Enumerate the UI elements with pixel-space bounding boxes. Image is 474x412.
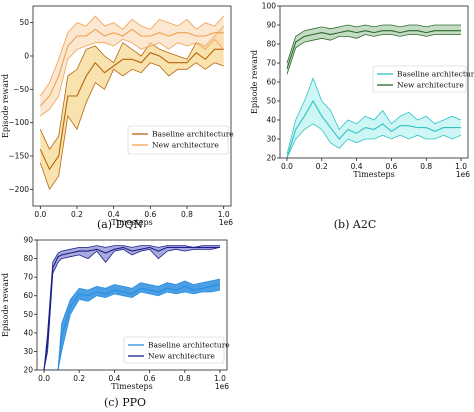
ppo-ytick-label: 80: [23, 254, 33, 263]
ppo-series-new-lower-line: [43, 247, 221, 370]
ppo-axes-frame: [36, 239, 228, 371]
ppo-legend: Baseline architecture New architecture: [123, 336, 230, 364]
dqn-legend: Baseline architecture New architecture: [127, 125, 234, 155]
ppo-y-axis-label: Episode reward: [1, 273, 10, 337]
ppo-ytick-label: 90: [23, 236, 33, 245]
dqn-xtick-label: 1.0: [218, 210, 230, 219]
dqn-plot-area: [39, 15, 224, 191]
dqn-xtick-label: 0.2: [71, 210, 83, 219]
dqn-ytick-label: −150: [8, 152, 29, 161]
dqn-xtick-label: 0.4: [108, 210, 120, 219]
a2c-ytick-label: 60: [266, 78, 276, 87]
dqn-ytick-label: −200: [8, 185, 29, 194]
a2c-series-baseline-lower-line: [286, 123, 462, 158]
a2c-ytick-label: 70: [266, 59, 276, 68]
ppo-ytick-label: 60: [23, 291, 33, 300]
dqn-xtick-label: 0.8: [181, 210, 193, 219]
dqn-x-multiplier: 1e6: [219, 218, 233, 227]
a2c-x-axis-label: Timesteps: [353, 170, 395, 179]
a2c-series-new-mean-line: [286, 30, 461, 69]
ppo-series-new-mean-line: [43, 246, 220, 370]
a2c-panel: 0.0 0.2 0.4 0.6 0.8 1.0 20 30 40 50 60 70 80 90 100 1e6…: [250, 2, 474, 232]
dqn-series-new-mean-line: [39, 28, 224, 107]
dqn-series-baseline-mean-line: [39, 48, 224, 171]
dqn-y-axis-label: Episode reward: [1, 74, 10, 138]
a2c-series-baseline-band: [287, 78, 461, 158]
a2c-xtick-label: 0.8: [420, 162, 432, 171]
ppo-xtick-label: 0.2: [73, 374, 85, 383]
a2c-ytick-label: 40: [266, 116, 276, 125]
a2c-xtick-label: 0.6: [385, 162, 397, 171]
a2c-xtick-label: 0.4: [351, 162, 363, 171]
a2c-series-baseline-upper-line: [286, 77, 462, 155]
ppo-caption: (c) PPO: [104, 396, 146, 409]
a2c-ytick-label: 80: [266, 40, 276, 49]
a2c-ytick-label: 50: [266, 97, 276, 106]
dqn-x-axis-label: Timesteps: [111, 218, 153, 227]
a2c-legend-label: Baseline architecture: [397, 70, 474, 79]
ppo-legend-label: Baseline architecture: [148, 341, 230, 350]
a2c-legend-label: New architecture: [397, 81, 464, 90]
dqn-caption: (a) DQN: [97, 218, 143, 231]
ppo-legend-box: [123, 336, 225, 364]
a2c-ytick-label: 30: [266, 135, 276, 144]
a2c-series-new-band: [287, 25, 461, 75]
ppo-xtick-label: 0.8: [179, 374, 191, 383]
ppo-xtick-label: 0.0: [38, 374, 50, 383]
dqn-xtick-label: 0.0: [34, 210, 46, 219]
ppo-xtick-label: 0.6: [144, 374, 156, 383]
dqn-legend-label: New architecture: [152, 141, 219, 150]
a2c-caption: (b) A2C: [334, 218, 376, 231]
a2c-series-new-lower-line: [286, 34, 461, 75]
ppo-series-baseline-lower-line: [44, 289, 221, 370]
dqn-panel: 0.0 0.2 0.4 0.6 0.8 1.0 −200 −150 −100 −50 0 50 1e6 T…: [1, 5, 234, 231]
ppo-legend-label: New architecture: [148, 352, 215, 361]
dqn-series-new-upper-line: [39, 15, 224, 97]
ppo-ytick-label: 70: [23, 273, 33, 282]
ppo-panel: 0.0 0.2 0.4 0.6 0.8 1.0 20 30 40 50 60 70 80 90 1e6 Tim…: [1, 236, 230, 410]
a2c-series-baseline-mean-line: [286, 99, 461, 158]
a2c-xtick-label: 1.0: [455, 162, 467, 171]
dqn-series-new-band: [40, 16, 224, 116]
dqn-series-baseline-lower-line: [39, 62, 224, 191]
a2c-xtick-label: 0.2: [316, 162, 328, 171]
a2c-y-axis-label: Episode reward: [250, 50, 259, 114]
dqn-ytick-label: 50: [19, 18, 29, 27]
a2c-x-multiplier: 1e6: [456, 170, 470, 179]
ppo-series-new-upper-line: [43, 245, 220, 370]
a2c-legend: Baseline architecture New architecture: [372, 65, 474, 93]
dqn-axes-frame: [32, 5, 232, 207]
a2c-plot-area: [286, 24, 462, 158]
dqn-series-baseline-upper-line: [39, 25, 224, 151]
dqn-ytick-label: −50: [13, 85, 29, 94]
dqn-legend-box: [127, 125, 229, 155]
ppo-x-axis-label: Timesteps: [111, 382, 153, 391]
ppo-plot-area: [43, 245, 221, 370]
a2c-ytick-label: 100: [262, 2, 277, 11]
dqn-series-new-lower-line: [40, 38, 224, 117]
ppo-series-new-band: [44, 245, 220, 370]
ppo-series-baseline-upper-line: [44, 278, 221, 370]
a2c-ytick-label: 90: [266, 21, 276, 30]
ppo-ytick-label: 20: [23, 366, 33, 375]
dqn-ytick-label: 0: [24, 52, 29, 61]
dqn-xtick-label: 0.6: [144, 210, 156, 219]
ppo-xtick-label: 1.0: [214, 374, 226, 383]
ppo-ytick-label: 40: [23, 328, 33, 337]
ppo-xtick-label: 0.4: [108, 374, 120, 383]
ppo-x-multiplier: 1e6: [215, 382, 229, 391]
a2c-ytick-label: 20: [266, 154, 276, 163]
ppo-series-baseline-mean-line: [44, 284, 221, 370]
ppo-ytick-label: 30: [23, 347, 33, 356]
dqn-series-baseline-band: [40, 26, 224, 190]
a2c-legend-box: [372, 65, 467, 93]
ppo-ytick-label: 50: [23, 310, 33, 319]
a2c-xtick-label: 0.0: [281, 162, 293, 171]
a2c-series-new-upper-line: [286, 24, 461, 64]
dqn-ytick-label: −100: [8, 118, 29, 127]
dqn-legend-label: Baseline architecture: [152, 130, 234, 139]
